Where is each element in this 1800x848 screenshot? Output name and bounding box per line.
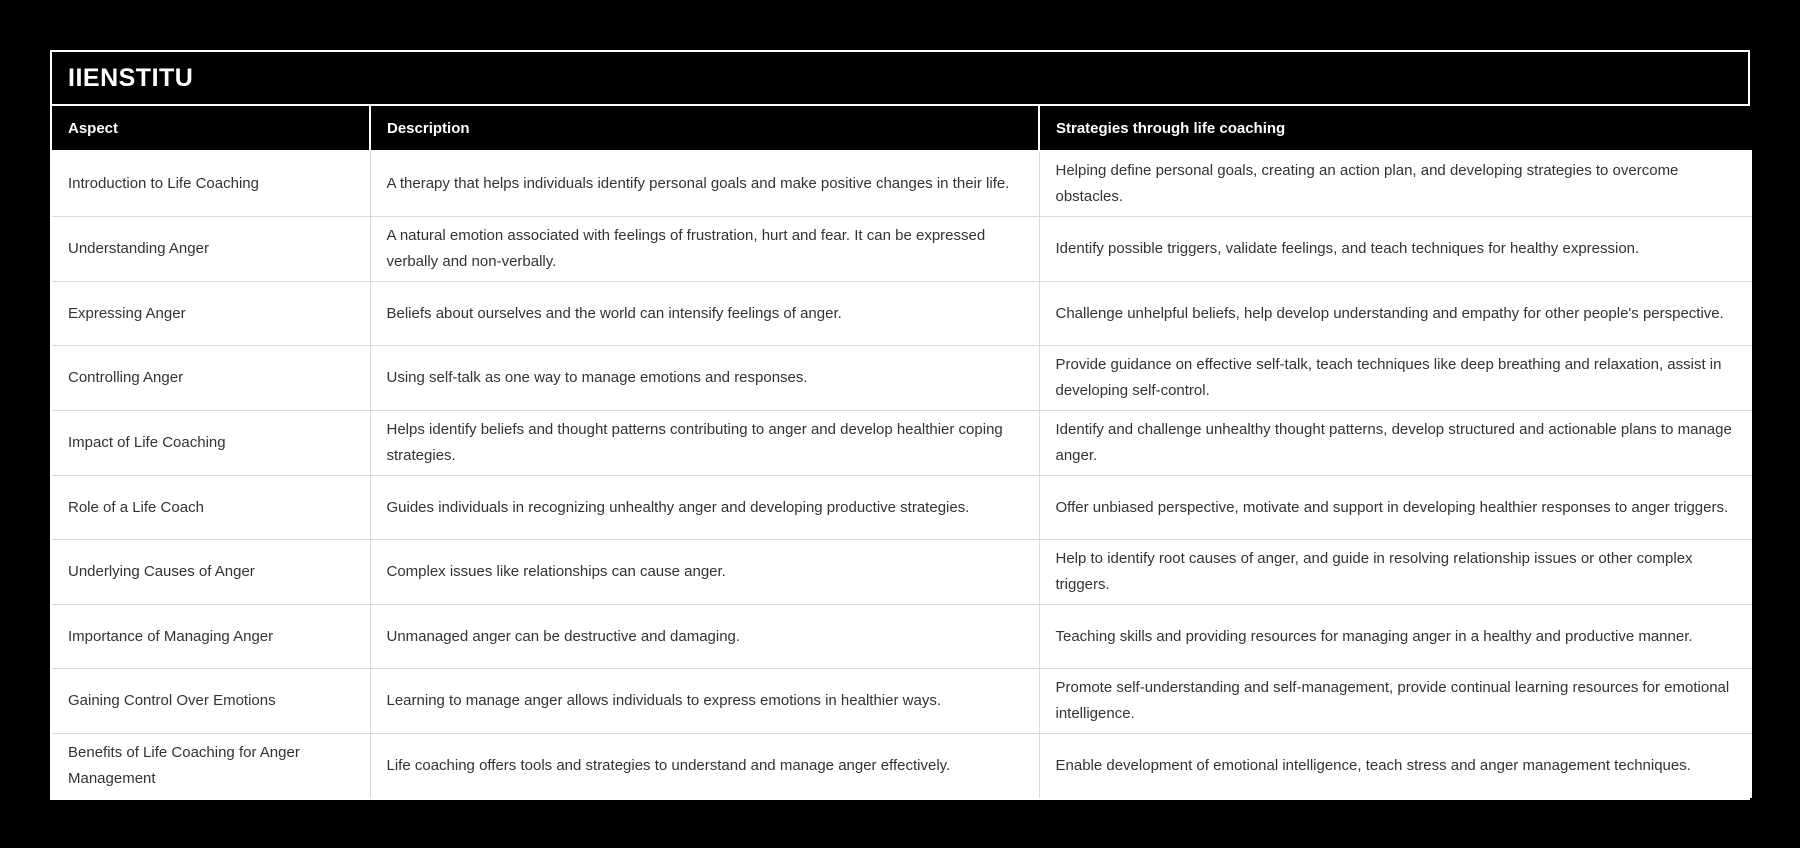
cell-aspect: Controlling Anger	[52, 345, 371, 411]
cell-description: Learning to manage anger allows individu…	[370, 668, 1040, 734]
cell-description: Unmanaged anger can be destructive and d…	[370, 604, 1040, 669]
cell-aspect: Understanding Anger	[52, 216, 371, 282]
cell-description: Guides individuals in recognizing unheal…	[370, 475, 1040, 540]
cell-aspect: Role of a Life Coach	[52, 475, 371, 540]
cell-aspect: Expressing Anger	[52, 281, 371, 346]
life-coaching-table: Aspect Description Strategies through li…	[52, 106, 1752, 798]
card-title-bar: IIENSTITU	[52, 52, 1748, 106]
cell-strategy: Provide guidance on effective self-talk,…	[1039, 345, 1752, 411]
header-row: Aspect Description Strategies through li…	[52, 106, 1752, 152]
table-row: Role of a Life Coach Guides individuals i…	[52, 475, 1752, 540]
cell-aspect: Benefits of Life Coaching for Anger Mana…	[52, 733, 371, 798]
cell-strategy: Identify and challenge unhealthy thought…	[1039, 410, 1752, 476]
table-row: Benefits of Life Coaching for Anger Mana…	[52, 733, 1752, 798]
table-row: Controlling Anger Using self-talk as one …	[52, 345, 1752, 411]
table-row: Underlying Causes of Anger Complex issues…	[52, 539, 1752, 605]
cell-description: Using self-talk as one way to manage emo…	[370, 345, 1040, 411]
cell-aspect: Introduction to Life Coaching	[52, 151, 371, 217]
cell-aspect: Gaining Control Over Emotions	[52, 668, 371, 734]
column-header-aspect: Aspect	[52, 106, 371, 152]
table-row: Importance of Managing Anger Unmanaged an…	[52, 604, 1752, 669]
cell-aspect: Underlying Causes of Anger	[52, 539, 371, 605]
cell-strategy: Helping define personal goals, creating …	[1039, 151, 1752, 217]
table-row: Understanding Anger A natural emotion ass…	[52, 216, 1752, 282]
table-row: Expressing Anger Beliefs about ourselves …	[52, 281, 1752, 346]
brand-title: IIENSTITU	[68, 63, 194, 92]
table-body: Introduction to Life Coaching A therapy t…	[52, 151, 1752, 798]
cell-description: Helps identify beliefs and thought patte…	[370, 410, 1040, 476]
cell-strategy: Help to identify root causes of anger, a…	[1039, 539, 1752, 605]
cell-description: A natural emotion associated with feelin…	[370, 216, 1040, 282]
cell-description: Beliefs about ourselves and the world ca…	[370, 281, 1040, 346]
table-card: IIENSTITU Aspect Description Strategies …	[50, 50, 1752, 800]
cell-strategy: Teaching skills and providing resources …	[1039, 604, 1752, 669]
cell-strategy: Enable development of emotional intellig…	[1039, 733, 1752, 798]
cell-aspect: Impact of Life Coaching	[52, 410, 371, 476]
cell-strategy: Offer unbiased perspective, motivate and…	[1039, 475, 1752, 540]
column-header-description: Description	[370, 106, 1040, 152]
cell-description: A therapy that helps individuals identif…	[370, 151, 1040, 217]
cell-strategy: Challenge unhelpful beliefs, help develo…	[1039, 281, 1752, 346]
column-header-strategies: Strategies through life coaching	[1039, 106, 1752, 152]
table-row: Introduction to Life Coaching A therapy t…	[52, 151, 1752, 217]
cell-strategy: Identify possible triggers, validate fee…	[1039, 216, 1752, 282]
table-row: Impact of Life Coaching Helps identify be…	[52, 410, 1752, 476]
cell-aspect: Importance of Managing Anger	[52, 604, 371, 669]
table-row: Gaining Control Over Emotions Learning to…	[52, 668, 1752, 734]
cell-strategy: Promote self-understanding and self-mana…	[1039, 668, 1752, 734]
cell-description: Complex issues like relationships can ca…	[370, 539, 1040, 605]
table-header: Aspect Description Strategies through li…	[52, 106, 1752, 152]
cell-description: Life coaching offers tools and strategie…	[370, 733, 1040, 798]
